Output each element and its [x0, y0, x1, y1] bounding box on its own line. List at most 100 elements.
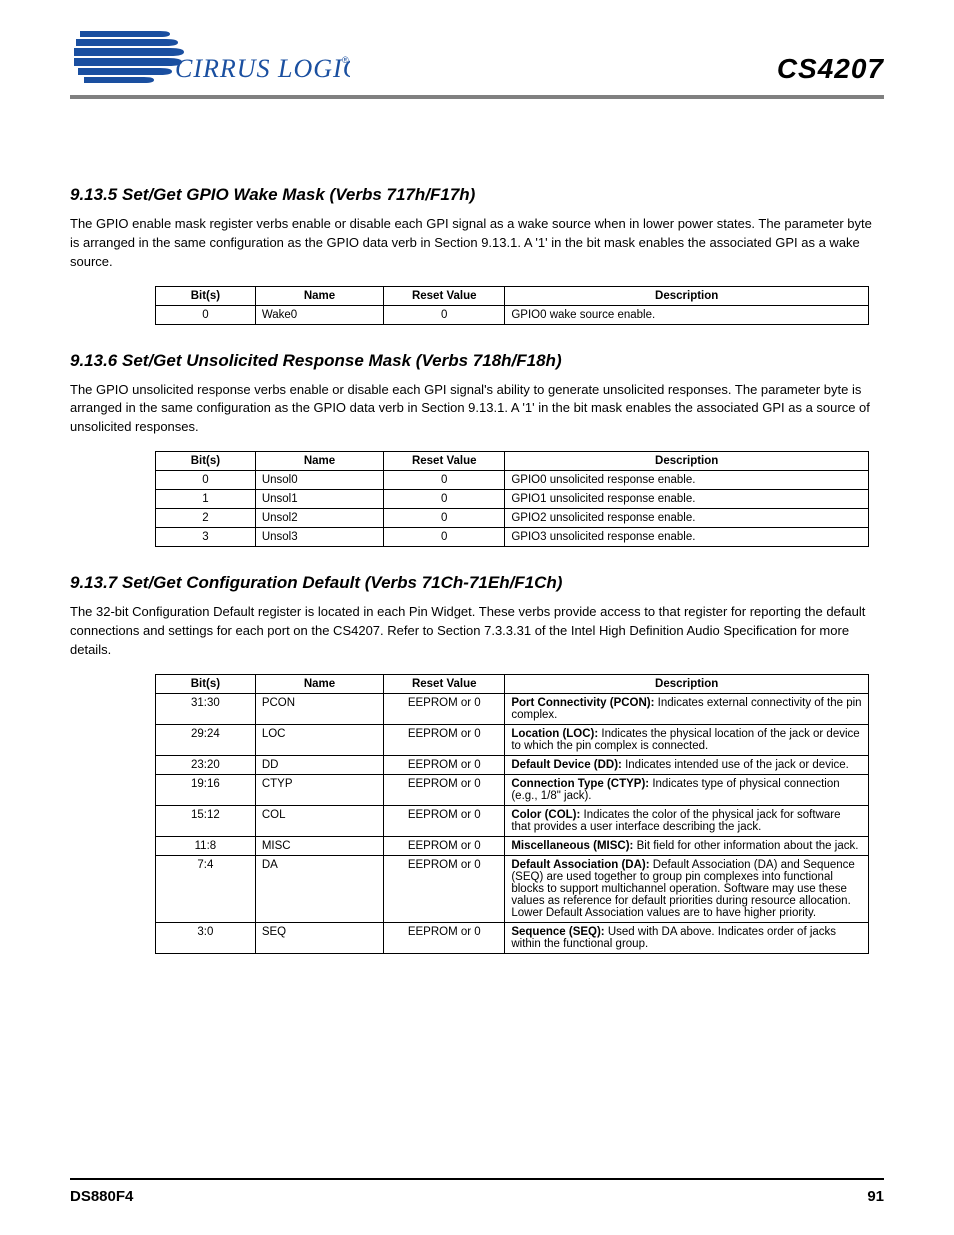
cell-desc: Miscellaneous (MISC): Bit field for othe…	[505, 836, 869, 855]
section-gpio-intro: The GPIO enable mask register verbs enab…	[70, 215, 884, 272]
table-row: 7:4DAEEPROM or 0Default Association (DA)…	[156, 855, 869, 922]
cell: Unsol3	[255, 528, 383, 547]
cirrus-logic-logo-icon: CIRRUS LOGIC ®	[70, 25, 350, 87]
cell-bits: 11:8	[156, 836, 256, 855]
cell: GPIO0 unsolicited response enable.	[505, 471, 869, 490]
table-wrapper-cfg: Bit(s) Name Reset Value Description 31:3…	[155, 674, 869, 954]
cell-name: SEQ	[255, 922, 383, 953]
table-header-row: Bit(s) Name Reset Value Description	[156, 674, 869, 693]
field-label: Default Device (DD):	[511, 759, 625, 771]
cell-name: COL	[255, 805, 383, 836]
field-label: Default Association (DA):	[511, 859, 652, 871]
cell-reset: EEPROM or 0	[384, 693, 505, 724]
section-ref-link[interactable]: Section 9.13.1	[434, 235, 517, 250]
th-reset: Reset Value	[384, 674, 505, 693]
cell-bits: 7:4	[156, 855, 256, 922]
cell-name: DD	[255, 755, 383, 774]
cell-name: CTYP	[255, 774, 383, 805]
section-title-unsol: 9.13.6 Set/Get Unsolicited Response Mask…	[70, 351, 884, 371]
table-gpio-wake: Bit(s) Name Reset Value Description 0 Wa…	[155, 286, 869, 325]
table-row: 19:16CTYPEEPROM or 0Connection Type (CTY…	[156, 774, 869, 805]
table-header-row: Bit(s) Name Reset Value Description	[156, 452, 869, 471]
table-header-row: Bit(s) Name Reset Value Description	[156, 286, 869, 305]
table-wrapper-unsol: Bit(s) Name Reset Value Description 0Uns…	[155, 451, 869, 547]
cell-desc: Color (COL): Indicates the color of the …	[505, 805, 869, 836]
field-description: Indicates intended use of the jack or de…	[625, 759, 849, 771]
field-label: Sequence (SEQ):	[511, 926, 608, 938]
cell: GPIO1 unsolicited response enable.	[505, 490, 869, 509]
th-desc: Description	[505, 674, 869, 693]
cell-name: MISC	[255, 836, 383, 855]
th-bits: Bit(s)	[156, 286, 256, 305]
cell-reset: EEPROM or 0	[384, 805, 505, 836]
page-header: CIRRUS LOGIC ® CS4207	[70, 25, 884, 93]
svg-text:®: ®	[342, 55, 349, 65]
table-cfg: Bit(s) Name Reset Value Description 31:3…	[155, 674, 869, 954]
table-row: 1Unsol10GPIO1 unsolicited response enabl…	[156, 490, 869, 509]
th-desc: Description	[505, 286, 869, 305]
cell: 0	[384, 509, 505, 528]
part-number: CS4207	[777, 53, 884, 87]
cell: 0	[384, 528, 505, 547]
th-desc: Description	[505, 452, 869, 471]
cell-bits: 15:12	[156, 805, 256, 836]
section-ref-link[interactable]: Section 9.13.1	[421, 400, 504, 415]
cell-name: Wake0	[255, 305, 383, 324]
th-reset: Reset Value	[384, 452, 505, 471]
section-ref-link[interactable]: Section 7.3.3.31	[437, 623, 531, 638]
cell-bits: 0	[156, 305, 256, 324]
page-content: 9.13.5 Set/Get GPIO Wake Mask (Verbs 717…	[70, 99, 884, 1178]
section-cfg-intro: The 32-bit Configuration Default registe…	[70, 603, 884, 660]
table-row: 15:12COLEEPROM or 0Color (COL): Indicate…	[156, 805, 869, 836]
cell-bits: 3:0	[156, 922, 256, 953]
table-row: 0Unsol00GPIO0 unsolicited response enabl…	[156, 471, 869, 490]
table-row: 31:30PCONEEPROM or 0Port Connectivity (P…	[156, 693, 869, 724]
th-bits: Bit(s)	[156, 452, 256, 471]
cell-desc: Default Device (DD): Indicates intended …	[505, 755, 869, 774]
cell-reset: EEPROM or 0	[384, 836, 505, 855]
th-name: Name	[255, 674, 383, 693]
table-wrapper-gpio-wake: Bit(s) Name Reset Value Description 0 Wa…	[155, 286, 869, 325]
cell: 3	[156, 528, 256, 547]
table-row: 23:20DDEEPROM or 0Default Device (DD): I…	[156, 755, 869, 774]
cell: 0	[156, 471, 256, 490]
cell-reset: EEPROM or 0	[384, 774, 505, 805]
brand-logo: CIRRUS LOGIC ®	[70, 25, 350, 87]
field-label: Color (COL):	[511, 809, 583, 821]
cell-desc: Connection Type (CTYP): Indicates type o…	[505, 774, 869, 805]
field-description: Bit field for other information about th…	[637, 840, 859, 852]
table-row: 2Unsol20GPIO2 unsolicited response enabl…	[156, 509, 869, 528]
cell: Unsol1	[255, 490, 383, 509]
th-reset: Reset Value	[384, 286, 505, 305]
cell-reset: EEPROM or 0	[384, 755, 505, 774]
table-row: 29:24LOCEEPROM or 0Location (LOC): Indic…	[156, 724, 869, 755]
cell-desc: Sequence (SEQ): Used with DA above. Indi…	[505, 922, 869, 953]
cell-name: DA	[255, 855, 383, 922]
cell: 0	[384, 490, 505, 509]
cell: 0	[384, 471, 505, 490]
cell: 2	[156, 509, 256, 528]
cell: GPIO2 unsolicited response enable.	[505, 509, 869, 528]
page-footer: DS880F4 91	[70, 1178, 884, 1205]
field-label: Port Connectivity (PCON):	[511, 697, 657, 709]
cell: 1	[156, 490, 256, 509]
section-title-gpio-wake: 9.13.5 Set/Get GPIO Wake Mask (Verbs 717…	[70, 185, 884, 205]
cell-bits: 23:20	[156, 755, 256, 774]
cell-reset: EEPROM or 0	[384, 922, 505, 953]
cell-bits: 29:24	[156, 724, 256, 755]
section-title-cfg: 9.13.7 Set/Get Configuration Default (Ve…	[70, 573, 884, 593]
field-label: Location (LOC):	[511, 728, 601, 740]
section-unsol-intro: The GPIO unsolicited response verbs enab…	[70, 381, 884, 438]
cell-desc: GPIO0 wake source enable.	[505, 305, 869, 324]
th-name: Name	[255, 286, 383, 305]
cell: Unsol2	[255, 509, 383, 528]
table-row: 3Unsol30GPIO3 unsolicited response enabl…	[156, 528, 869, 547]
cell: GPIO3 unsolicited response enable.	[505, 528, 869, 547]
cell-reset: 0	[384, 305, 505, 324]
th-name: Name	[255, 452, 383, 471]
cell-name: LOC	[255, 724, 383, 755]
table-row: 0 Wake0 0 GPIO0 wake source enable.	[156, 305, 869, 324]
footer-page-number: 91	[867, 1188, 884, 1205]
table-row: 11:8MISCEEPROM or 0Miscellaneous (MISC):…	[156, 836, 869, 855]
field-label: Miscellaneous (MISC):	[511, 840, 636, 852]
